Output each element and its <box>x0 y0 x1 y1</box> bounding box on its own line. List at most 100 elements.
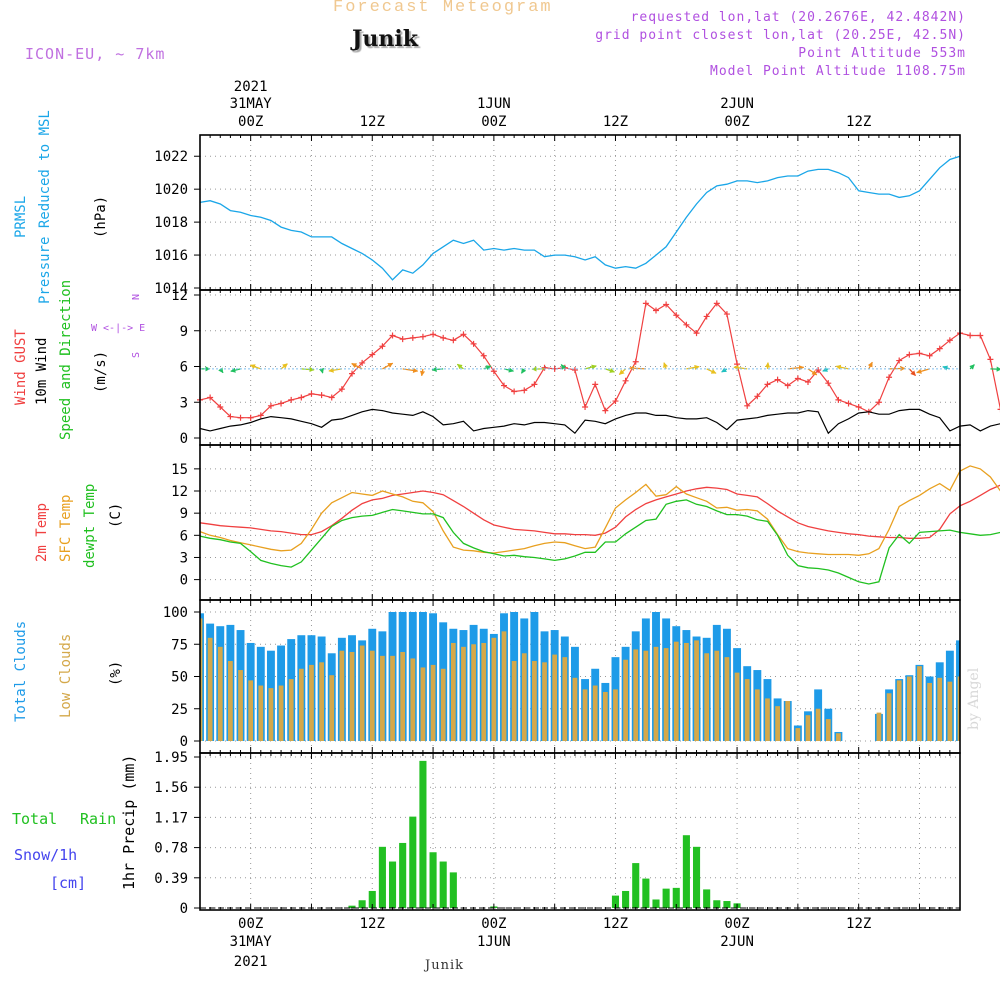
gust-marker <box>430 331 437 338</box>
low-cloud-bar <box>572 677 578 741</box>
grid-point-coordinates: grid point closest lon,lat (20.25E, 42.5… <box>595 28 966 43</box>
low-cloud-bar <box>673 641 679 741</box>
low-cloud-bar <box>825 719 831 741</box>
precip-bar <box>642 878 650 908</box>
gust-marker <box>794 375 801 382</box>
y-tick-label: 0 <box>180 431 188 447</box>
cloud-label-low: Low Clouds <box>58 634 74 718</box>
precip-label-total: Total <box>12 810 57 828</box>
low-cloud-bar <box>785 701 791 741</box>
low-cloud-bar <box>248 680 254 741</box>
precip-bar <box>429 852 437 908</box>
low-cloud-bar <box>390 655 395 741</box>
precip-bar <box>409 816 417 908</box>
temp-label-sfc: SFC Temp <box>58 495 74 562</box>
precip-bar <box>703 889 711 908</box>
gust-marker <box>805 378 811 385</box>
low-cloud-bar <box>430 664 436 741</box>
wind-arrow <box>807 368 818 376</box>
top-time-label: 00Z <box>238 114 263 130</box>
y-tick-label: 100 <box>163 605 188 621</box>
low-cloud-bar <box>947 681 953 741</box>
precip-bar <box>672 887 680 908</box>
wind-arrow <box>663 362 668 370</box>
low-cloud-bar <box>937 677 943 741</box>
y-tick-label: 1016 <box>154 248 188 264</box>
y-tick-label: 1.56 <box>154 780 188 796</box>
low-cloud-bar <box>663 648 669 741</box>
gust-marker <box>642 300 649 307</box>
compass-west-east: W <-|-> E <box>91 323 145 334</box>
gust-marker <box>946 337 953 344</box>
precip-bar <box>713 900 721 908</box>
gust-marker <box>825 380 832 387</box>
temp-label-unit: (C) <box>108 503 124 528</box>
low-cloud-bar <box>754 689 760 741</box>
wind-arrow <box>351 362 363 370</box>
precip-bar <box>348 905 356 908</box>
precip-labels: Total Rain Snow/1h [cm] 1hr Precip (mm) <box>12 755 138 892</box>
pressure-label-unit: (hPa) <box>93 196 109 238</box>
top-time-label: 12Z <box>846 114 871 130</box>
precip-bar <box>439 861 447 908</box>
low-cloud-bar <box>501 631 507 741</box>
wind-arrow <box>218 367 224 374</box>
precip-bar <box>652 899 660 908</box>
wind-arrow <box>867 361 873 370</box>
gust-marker <box>379 343 386 350</box>
precip-bar <box>632 863 640 908</box>
gust-marker <box>622 377 629 384</box>
gust-marker <box>298 394 305 401</box>
low-cloud-bar <box>896 680 902 741</box>
low-cloud-bar <box>775 706 780 741</box>
gust-marker <box>663 301 670 308</box>
panel-temperature: 0 3 6 9 12 15 <box>171 444 1000 601</box>
gust-marker <box>723 311 730 318</box>
top-time-label: 2021 <box>234 79 268 95</box>
top-time-label: 2JUN <box>720 96 754 112</box>
wind-arrow <box>822 367 829 372</box>
wind-arrow <box>787 365 805 371</box>
gust-marker <box>571 367 578 374</box>
precip-bar <box>723 901 731 908</box>
gust-marker <box>470 340 477 347</box>
precip-bar <box>399 842 407 908</box>
low-cloud-bar <box>207 637 213 741</box>
low-cloud-bar <box>471 644 476 741</box>
y-tick-label: 3 <box>180 550 188 566</box>
low-cloud-bar <box>481 642 487 741</box>
gust-marker <box>288 396 295 403</box>
temp-label-dewpt: dewpt Temp <box>82 484 98 568</box>
bottom-time-label: 00Z <box>724 916 749 932</box>
y-tick-label: 15 <box>171 462 188 478</box>
wind-arrow <box>721 367 728 373</box>
gust-marker <box>683 321 690 328</box>
low-cloud-bar <box>815 708 821 741</box>
wind-line <box>199 408 1000 435</box>
y-tick-label: 1.17 <box>154 810 188 826</box>
precip-bar <box>419 760 427 908</box>
gust-marker <box>815 367 822 374</box>
precip-label-snow: Snow/1h <box>14 846 77 864</box>
compass-south: S <box>131 352 142 358</box>
low-cloud-bar <box>795 728 801 741</box>
low-cloud-bar <box>623 659 628 741</box>
wind-arrow <box>456 363 464 370</box>
low-cloud-bar <box>339 650 345 741</box>
y-tick-label: 50 <box>171 670 188 686</box>
temp-dewpt-line <box>199 499 1000 585</box>
low-cloud-bar <box>633 649 639 741</box>
precip-bar <box>449 872 457 908</box>
gust-marker <box>774 376 781 383</box>
low-cloud-bar <box>200 618 203 741</box>
gust-marker <box>744 402 751 409</box>
bottom-time-label: 12Z <box>603 916 628 932</box>
gust-marker <box>896 357 903 364</box>
wind-arrow <box>520 367 527 374</box>
gust-marker <box>906 351 913 358</box>
wind-label-dir: Speed and Direction <box>58 280 74 440</box>
bottom-time-label: 12Z <box>360 916 385 932</box>
gust-marker <box>480 352 487 359</box>
low-cloud-bar <box>410 658 416 741</box>
